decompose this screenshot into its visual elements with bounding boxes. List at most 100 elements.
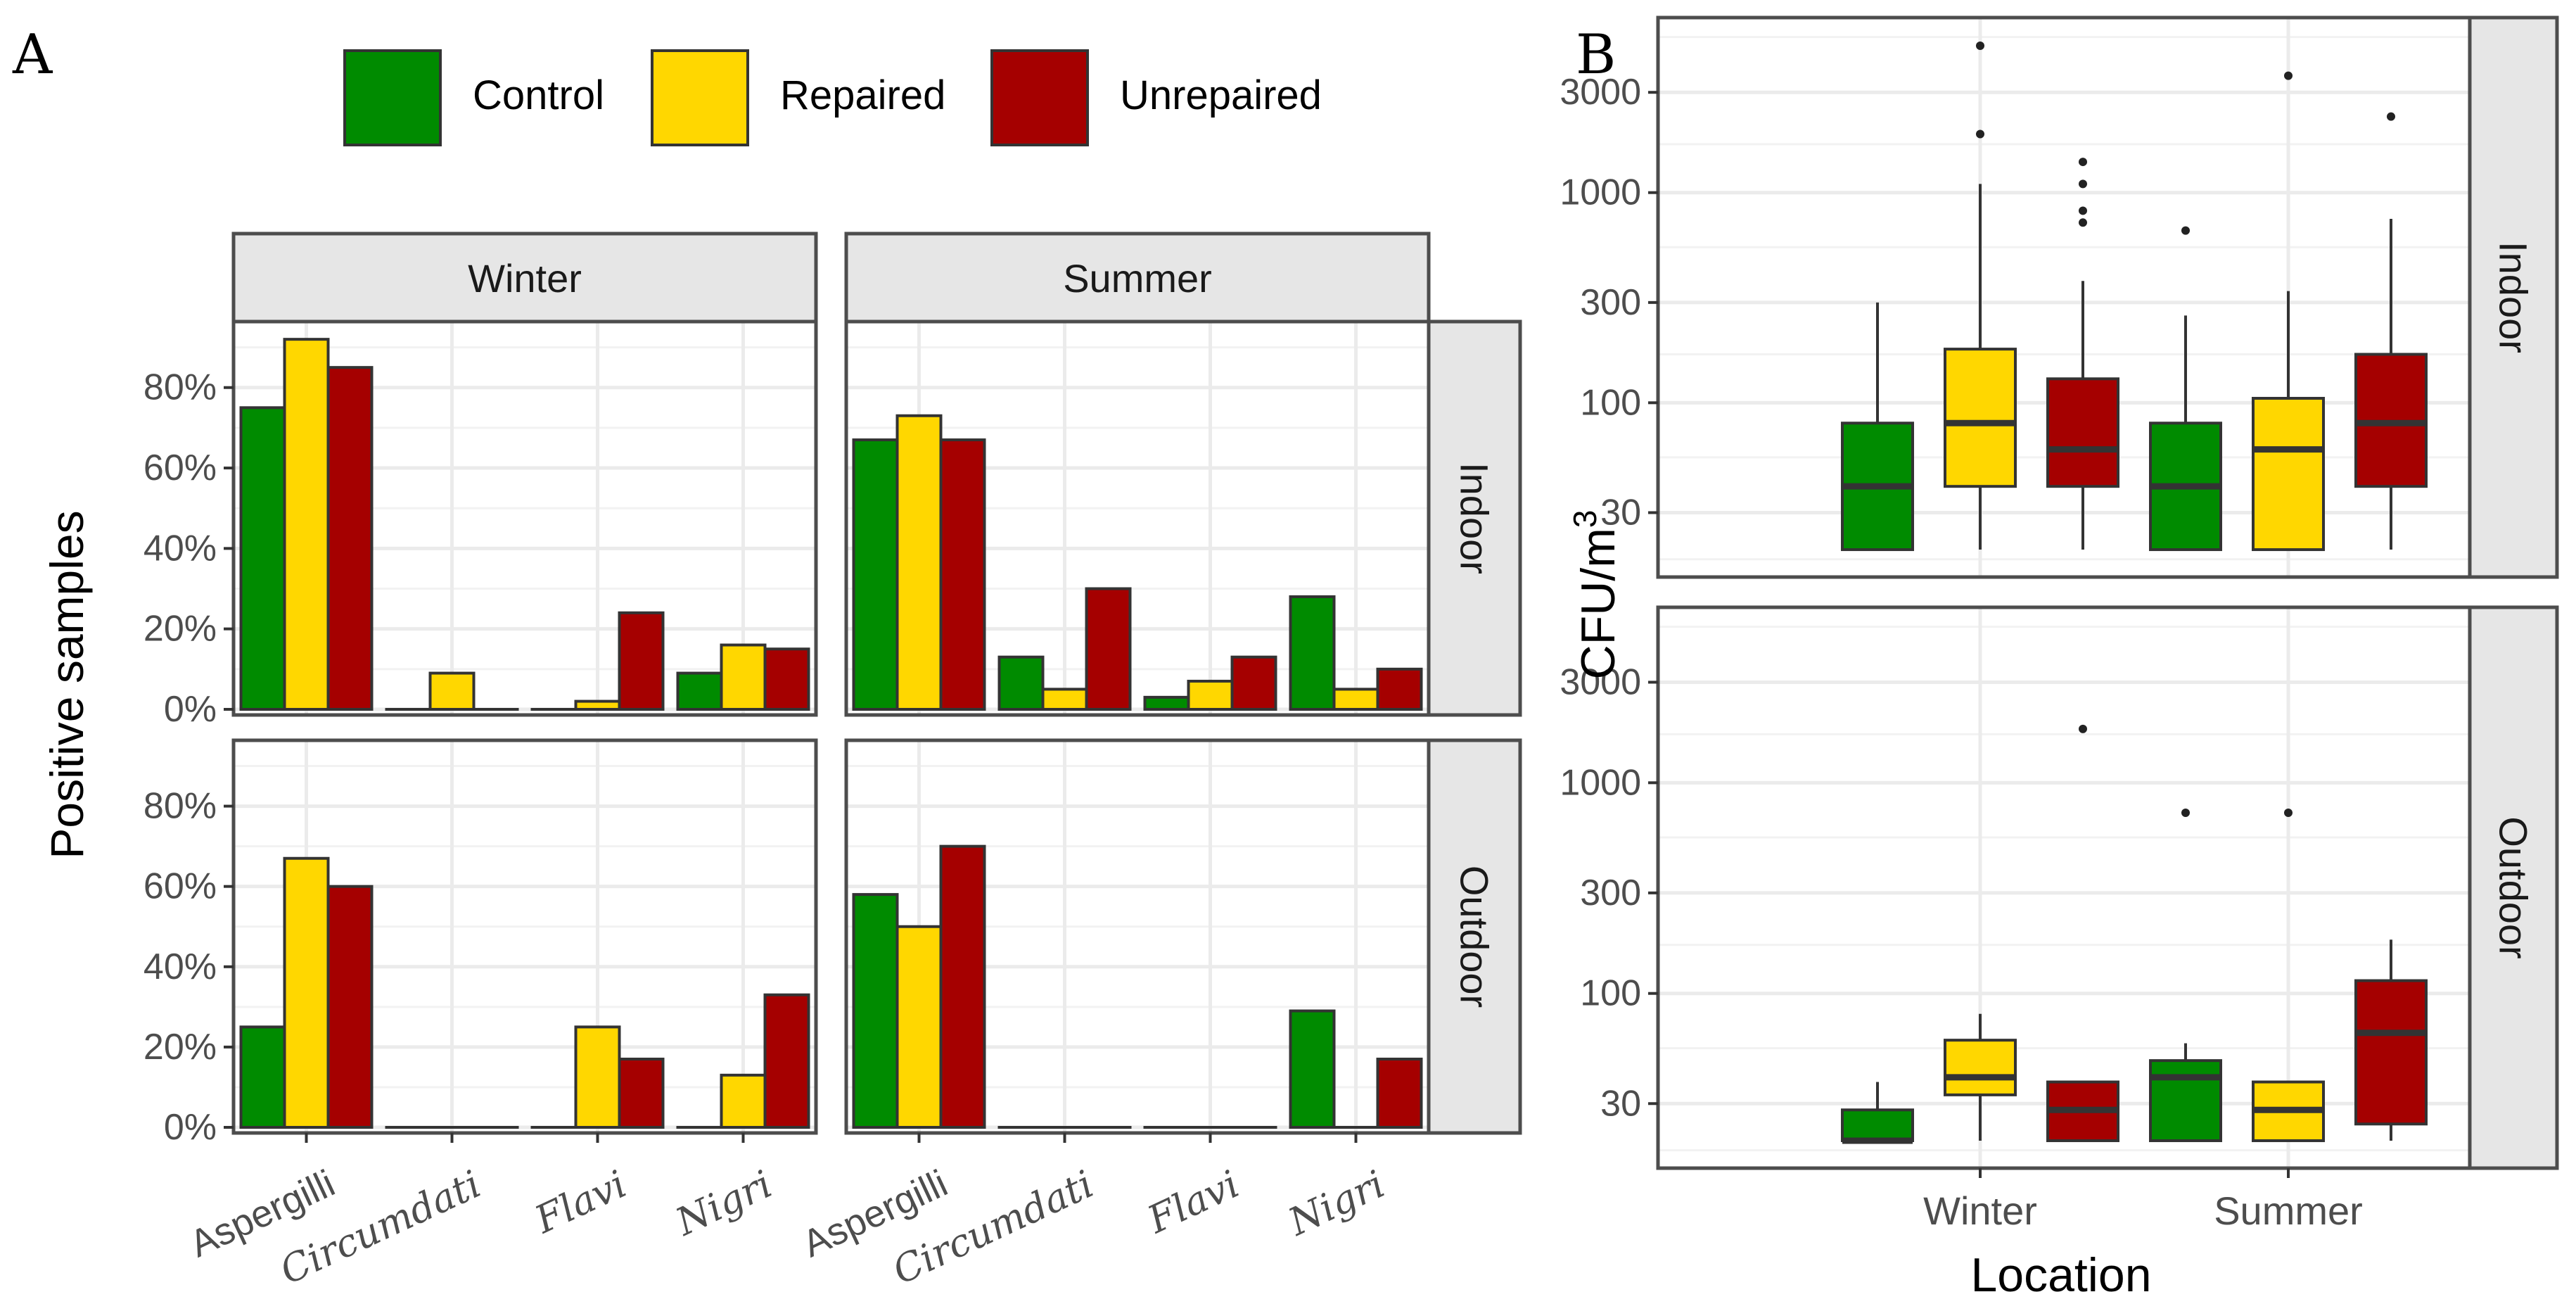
- bar-control-flavi: [1143, 695, 1190, 711]
- bar-control-nigri: [1289, 595, 1336, 711]
- bar-repaired-aspergilli: [283, 856, 330, 1129]
- bar-unrepaired-nigri: [1376, 1058, 1423, 1129]
- y-tick-label: 40%: [144, 528, 217, 569]
- y-axis-title-b: CFU/m3: [1567, 510, 1625, 680]
- box-iqr: [2354, 979, 2428, 1126]
- bar-control-nigri: [1289, 1009, 1336, 1129]
- y-tick-label: 300: [1580, 282, 1641, 323]
- y-tick-label: 40%: [144, 946, 217, 987]
- box-iqr: [2252, 397, 2325, 552]
- y-tick-label: 100: [1580, 973, 1641, 1014]
- outlier-point: [2079, 218, 2087, 227]
- bar-repaired-aspergilli: [895, 925, 943, 1129]
- bar-control-nigri: [676, 671, 723, 711]
- bar-unrepaired-flavi: [618, 1058, 665, 1129]
- bar-control-aspergilli: [852, 893, 899, 1129]
- legend-label-control: Control: [473, 72, 604, 118]
- bar-unrepaired-nigri: [1376, 667, 1423, 711]
- box-summer-unrepaired: [2354, 939, 2428, 1141]
- facet-panel-winter-outdoor: [231, 738, 818, 1135]
- outlier-point: [2079, 724, 2087, 733]
- x-tick-label-nigri: Nigri: [668, 1162, 779, 1245]
- bar-unrepaired-aspergilli: [939, 844, 986, 1129]
- bar-repaired-nigri: [720, 643, 767, 711]
- bar-unrepaired-aspergilli: [939, 438, 986, 711]
- facet-strip-b-outdoor: [2468, 605, 2559, 1170]
- facet-strip-label-summer: Summer: [1063, 256, 1212, 300]
- bar-repaired-aspergilli: [895, 414, 943, 711]
- outlier-point: [2387, 112, 2395, 121]
- y-tick-label: 30: [1600, 1083, 1641, 1124]
- bar-unrepaired-aspergilli: [326, 885, 374, 1129]
- facet-panel-summer-outdoor: [844, 738, 1431, 1135]
- outlier-point: [2181, 226, 2190, 235]
- box-winter-unrepaired: [2046, 724, 2119, 1142]
- legend-swatch-repaired: [651, 49, 749, 146]
- box-winter-unrepaired: [2046, 158, 2119, 550]
- bar-unrepaired-aspergilli: [326, 366, 374, 711]
- outlier-point: [2079, 158, 2087, 167]
- box-summer-unrepaired: [2354, 112, 2428, 550]
- box-winter-repaired: [1944, 41, 2017, 550]
- bar-unrepaired-flavi: [1230, 655, 1277, 711]
- facet-panel-summer-indoor: [844, 319, 1431, 717]
- outlier-point: [1976, 41, 1984, 50]
- bar-repaired-circumdati: [1041, 688, 1088, 711]
- bar-repaired-nigri: [1332, 688, 1379, 711]
- y-tick-label: 0%: [164, 689, 217, 730]
- facet-strip-label-b-indoor: Indoor: [2492, 241, 2536, 353]
- bar-repaired-flavi: [574, 1025, 621, 1129]
- facet-border: [1656, 605, 2472, 1170]
- y-tick-label: 1000: [1560, 762, 1641, 803]
- box-facet-outdoor: [1656, 605, 2472, 1170]
- x-tick-label-flavi: Flavi: [1140, 1162, 1246, 1242]
- box-winter-control: [1841, 302, 1914, 552]
- facet-border: [231, 319, 818, 717]
- panel-label-b: B: [1576, 23, 1616, 87]
- box-iqr: [1841, 1108, 1914, 1142]
- box-iqr: [1944, 348, 2017, 488]
- bar-repaired-flavi: [574, 699, 621, 711]
- bar-repaired-circumdati: [428, 671, 476, 711]
- bar-control-aspergilli: [239, 406, 286, 711]
- box-summer-repaired: [2252, 809, 2325, 1142]
- bar-repaired-aspergilli: [283, 338, 330, 711]
- facet-strip-summer: [844, 232, 1431, 324]
- bar-repaired-flavi: [1187, 679, 1234, 711]
- bar-control-circumdati: [997, 655, 1045, 711]
- outlier-point: [2284, 809, 2293, 818]
- legend-swatch-control: [343, 49, 442, 146]
- bar-repaired-nigri: [720, 1073, 767, 1129]
- outlier-point: [2181, 809, 2190, 818]
- y-tick-label: 80%: [144, 786, 217, 827]
- box-winter-control: [1841, 1082, 1914, 1144]
- bar-control-aspergilli: [239, 1025, 286, 1129]
- y-tick-label: 3000: [1560, 661, 1641, 702]
- box-summer-repaired: [2252, 71, 2325, 552]
- y-tick-label: 1000: [1560, 172, 1641, 213]
- facet-strip-label-indoor: Indoor: [1453, 462, 1497, 574]
- facet-strip-label-outdoor: Outdoor: [1453, 866, 1497, 1008]
- x-tick-label-summer: Summer: [2214, 1189, 2363, 1233]
- box-iqr: [1944, 1039, 2017, 1096]
- facet-background: [1658, 607, 2470, 1168]
- outlier-point: [2079, 206, 2087, 215]
- facet-border: [1656, 15, 2472, 579]
- facet-border: [844, 738, 1431, 1135]
- panel-label-a: A: [12, 23, 53, 87]
- y-tick-label: 80%: [144, 367, 217, 408]
- bar-unrepaired-nigri: [763, 647, 810, 711]
- y-tick-label: 30: [1600, 492, 1641, 533]
- x-tick-label-nigri: Nigri: [1281, 1162, 1391, 1245]
- y-tick-label: 20%: [144, 609, 217, 650]
- x-tick-label-winter: Winter: [1923, 1189, 2037, 1233]
- bar-unrepaired-nigri: [763, 993, 810, 1129]
- y-tick-label: 20%: [144, 1027, 217, 1068]
- y-tick-label: 100: [1580, 382, 1641, 423]
- facet-border: [844, 319, 1431, 717]
- box-summer-control: [2149, 809, 2222, 1142]
- outlier-point: [1976, 129, 1984, 139]
- x-axis-title-b: Location: [1970, 1248, 2151, 1302]
- facet-background: [1658, 18, 2470, 577]
